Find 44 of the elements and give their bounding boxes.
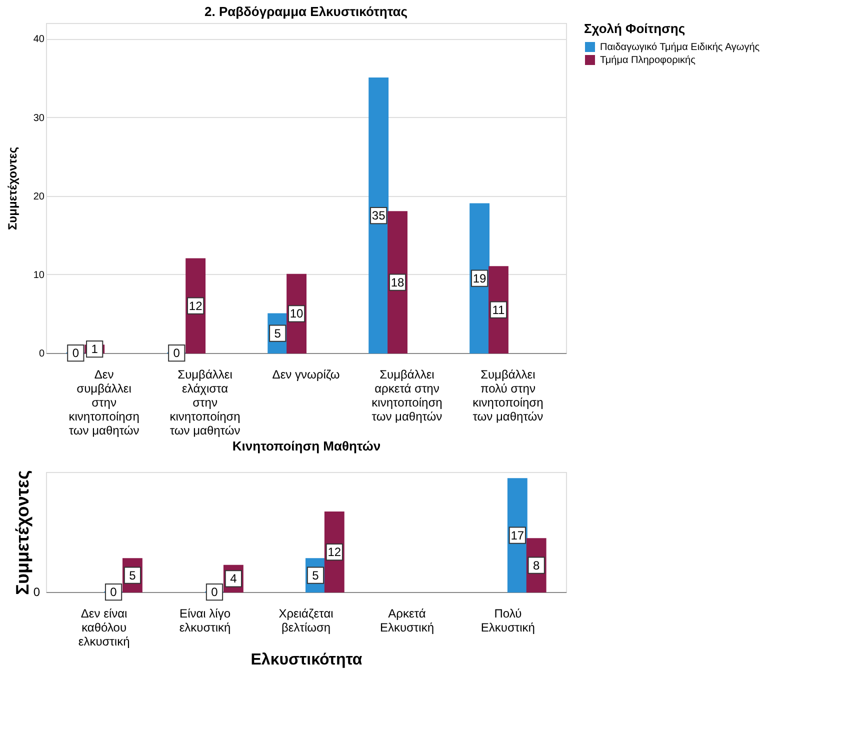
data-label: 0 [110, 585, 118, 599]
chart-title: 2. Ραβδόγραμμα Ελκυστικότητας [204, 4, 408, 19]
y-tick-label: 20 [33, 191, 45, 202]
y-tick-label: 0 [38, 348, 45, 360]
x-tick-label: Είναι λίγο ελκυστική [179, 606, 231, 634]
data-label: 17 [510, 528, 524, 542]
data-label: 4 [230, 572, 238, 586]
data-label: 5 [312, 568, 320, 582]
y-tick-label: 10 [33, 270, 45, 281]
y-tick-label: 40 [33, 34, 45, 46]
x-axis-title: Ελκυστικότητα [250, 652, 362, 668]
legend-label: Παιδαγωγικό Τμήμα Ειδικής Αγωγής [600, 42, 760, 53]
legend-label: Τμήμα Πληροφορικής [600, 55, 696, 66]
x-tick-label: Δεν είναι καθόλου ελκυστική [78, 606, 130, 648]
x-tick-label: Δεν γνωρίζω [272, 368, 340, 382]
bar [388, 211, 408, 354]
x-tick-label: Συμβάλλει πολύ στην κινητοποίηση των μαθητών [472, 368, 544, 424]
data-label: 10 [290, 306, 304, 321]
x-tick-label: Αρκετά Ελκυστική [380, 606, 434, 634]
data-label: 0 [211, 585, 218, 599]
bar [368, 78, 389, 354]
data-label: 12 [328, 545, 342, 559]
data-label: 35 [372, 208, 386, 222]
y-tick-label: 30 [33, 112, 45, 124]
y-axis-title: Συμμετέχοντες [12, 470, 32, 595]
x-tick-label: Συμβάλλει ελάχιστα στην κινητοποίηση των μαθητών [170, 368, 240, 438]
data-label: 5 [274, 326, 282, 340]
x-tick-label: Δεν συμβάλλει στην κινητοποίηση των μαθητών [68, 368, 140, 438]
data-label: 0 [72, 346, 80, 360]
bar [470, 203, 490, 354]
data-label: 0 [173, 346, 180, 360]
data-label: 11 [492, 302, 506, 317]
data-label: 12 [188, 298, 203, 313]
data-label: 5 [129, 568, 136, 582]
x-tick-label: Χρειάζεται βελτίωση [278, 606, 334, 634]
x-axis-title: Κινητοποίηση Μαθητών [232, 438, 381, 454]
data-label: 18 [390, 275, 404, 290]
data-label: 8 [532, 558, 540, 572]
y-axis-title: Συμμετέχοντες [5, 146, 20, 230]
data-label: 1 [91, 342, 98, 356]
legend-title: Σχολή Φοίτησης [584, 21, 686, 36]
data-label: 19 [472, 271, 487, 286]
x-tick-label: Συμβάλλει αρκετά στην κινητοποίηση των μαθητών [372, 368, 442, 424]
x-tick-label: Πολύ Ελκυστική [480, 606, 535, 634]
